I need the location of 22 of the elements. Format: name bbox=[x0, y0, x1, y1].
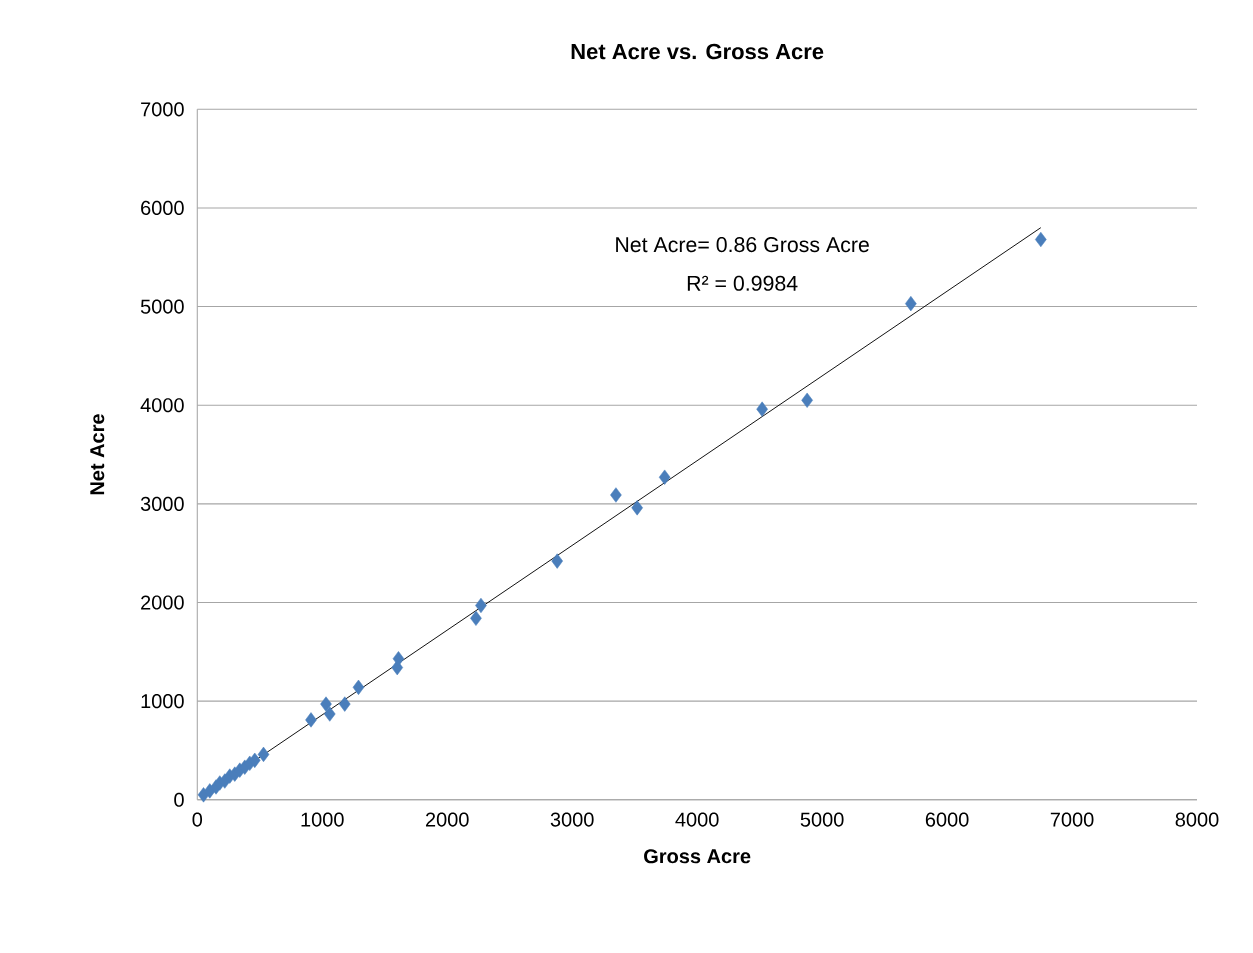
x-tick-label: 2000 bbox=[425, 812, 469, 827]
x-tick-label: 7000 bbox=[1050, 812, 1094, 827]
y-tick-label: 3000 bbox=[140, 496, 184, 511]
chart-title: Net Acre vs. Gross Acre bbox=[571, 43, 824, 60]
y-tick-label: 4000 bbox=[140, 398, 184, 413]
x-tick-label: 8000 bbox=[1175, 812, 1219, 827]
x-tick-label: 6000 bbox=[925, 812, 969, 827]
y-tick-label: 2000 bbox=[141, 595, 184, 610]
y-tick-label: 6000 bbox=[141, 200, 184, 215]
y-axis-title: Net Acre bbox=[90, 414, 105, 495]
x-tick-label: 5000 bbox=[800, 812, 844, 827]
x-tick-label: 1000 bbox=[301, 812, 344, 827]
x-tick-label: 4000 bbox=[675, 812, 719, 827]
y-tick-label: 1000 bbox=[141, 694, 184, 709]
y-tick-label: 5000 bbox=[140, 299, 184, 314]
y-tick-label: 0 bbox=[174, 792, 184, 807]
annotation: R² = 0.9984 bbox=[687, 275, 798, 291]
x-tick-label: 0 bbox=[192, 812, 203, 827]
x-tick-label: 3000 bbox=[550, 812, 594, 827]
y-tick-label: 7000 bbox=[141, 102, 184, 117]
annotation: Net Acre= 0.86 Gross Acre bbox=[616, 237, 869, 253]
x-axis-title: Gross Acre bbox=[644, 849, 751, 864]
